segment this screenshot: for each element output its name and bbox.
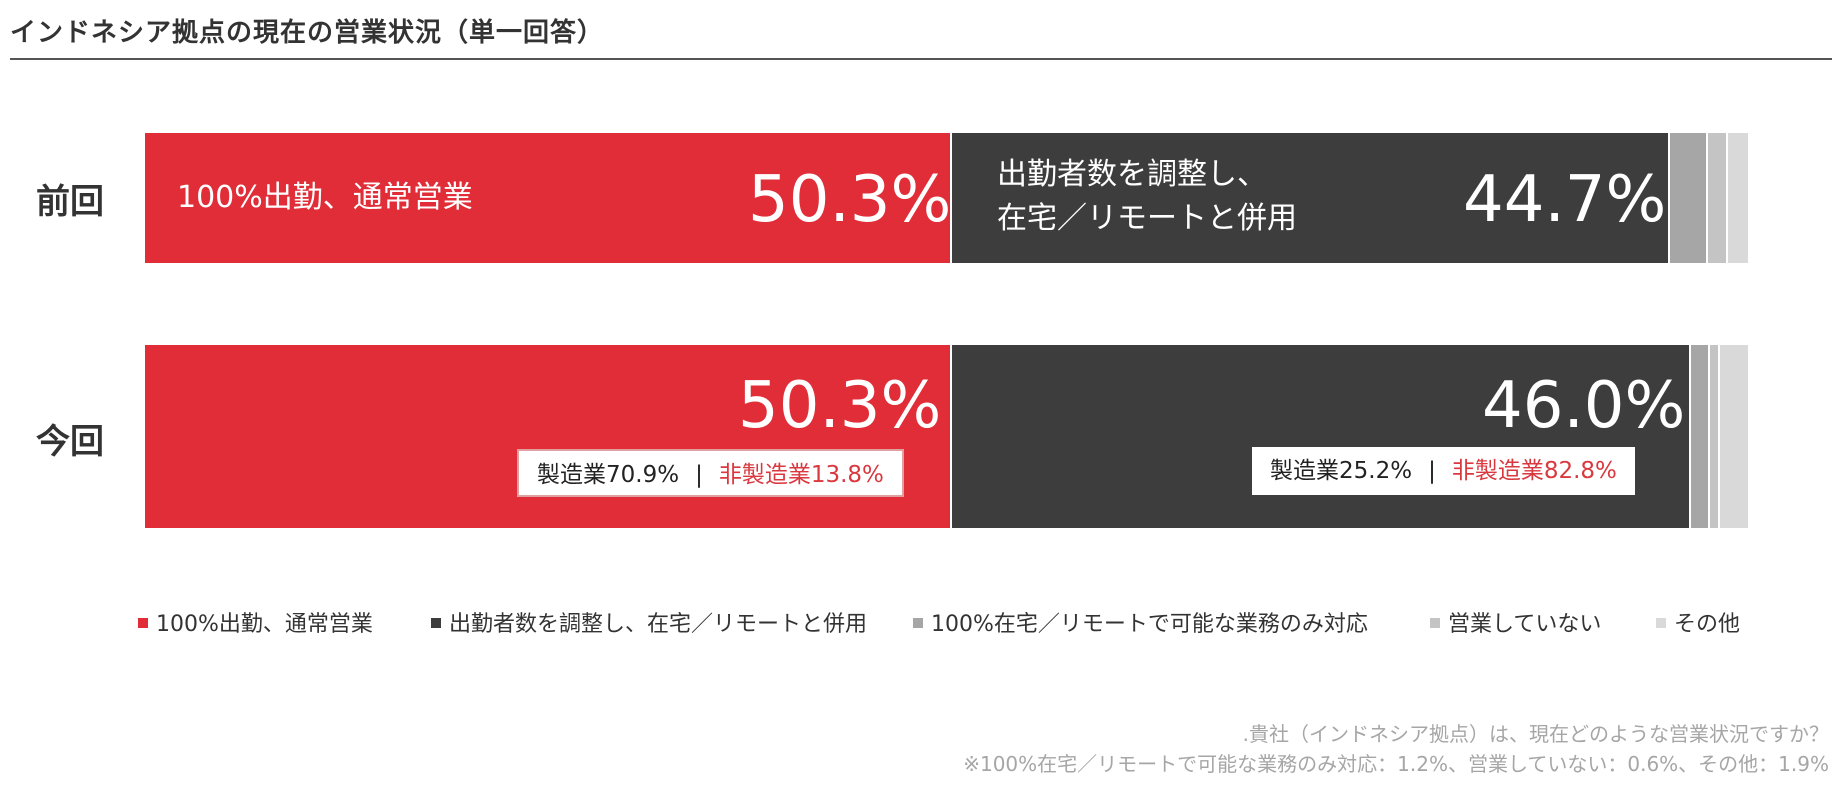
segment-other-previous <box>1727 133 1750 263</box>
dark-segment-value: 46.0% <box>1482 369 1686 443</box>
dark-segment-value: 44.7% <box>1463 163 1667 237</box>
red-segment-value: 50.3% <box>748 163 952 237</box>
red-segment-value: 50.3% <box>738 369 942 443</box>
minor-category-note: ※100%在宅／リモートで可能な業務のみ対応：1.2%、営業していない：0.6%… <box>963 752 1829 776</box>
survey-question-note: .貴社（インドネシア拠点）は、現在どのような営業状況ですか？ <box>1242 722 1829 746</box>
manufacturing-share: 製造業70.9% <box>537 462 680 488</box>
legend-item-hybrid: 出勤者数を調整し、在宅／リモートと併用 <box>431 606 867 638</box>
legend-item-closed: 営業していない <box>1430 606 1601 638</box>
chart-title: インドネシア拠点の現在の営業状況（単一回答） <box>10 18 605 48</box>
legend-item-remote: 100%在宅／リモートで可能な業務のみ対応 <box>913 606 1368 638</box>
red-segment-label: 100%出勤、通常営業 <box>177 180 473 215</box>
breakdown-separator: | <box>695 462 703 488</box>
segment-hybrid-current <box>952 345 1691 528</box>
segment-remote-current <box>1690 345 1710 528</box>
bar-row-previous: 100%出勤、通常営業 50.3% 出勤者数を調整し、 在宅／リモートと併用 4… <box>145 133 1750 263</box>
segment-closed-current <box>1709 345 1720 528</box>
segment-closed-previous <box>1708 133 1728 263</box>
row-label-previous: 前回 <box>36 182 104 222</box>
non-manufacturing-share: 非製造業82.8% <box>1451 458 1617 484</box>
manufacturing-share: 製造業25.2% <box>1270 458 1413 484</box>
legend-item-other: その他 <box>1656 606 1740 638</box>
legend-label: 営業していない <box>1448 612 1602 637</box>
legend-label: その他 <box>1674 612 1741 637</box>
dark-segment-label-line2: 在宅／リモートと併用 <box>997 201 1297 236</box>
dark-breakdown-box: 製造業25.2% | 非製造業82.8% <box>1252 447 1635 495</box>
segment-office-current <box>145 345 953 528</box>
legend-label: 100%在宅／リモートで可能な業務のみ対応 <box>931 612 1368 637</box>
segment-office-previous <box>145 133 953 263</box>
dark-segment-label-line1: 出勤者数を調整し、 <box>997 157 1267 192</box>
segment-other-current <box>1719 345 1750 528</box>
segment-remote-previous <box>1669 133 1709 263</box>
row-label-current: 今回 <box>36 422 104 462</box>
bar-row-current: 50.3% 製造業70.9% | 非製造業13.8% 46.0% 製造業25.2% |… <box>145 345 1750 528</box>
legend-label: 100%出勤、通常営業 <box>156 612 373 637</box>
legend-swatch <box>913 618 923 628</box>
legend-swatch <box>431 618 441 628</box>
legend-item-office: 100%出勤、通常営業 <box>138 606 373 638</box>
segment-hybrid-previous <box>952 133 1670 263</box>
legend-swatch <box>1656 618 1666 628</box>
legend-swatch <box>1430 618 1440 628</box>
breakdown-separator: | <box>1428 458 1436 484</box>
legend-label: 出勤者数を調整し、在宅／リモートと併用 <box>449 612 868 637</box>
legend-swatch <box>138 618 148 628</box>
non-manufacturing-share: 非製造業13.8% <box>718 462 884 488</box>
title-divider <box>10 58 1832 60</box>
red-breakdown-box: 製造業70.9% | 非製造業13.8% <box>517 449 904 497</box>
